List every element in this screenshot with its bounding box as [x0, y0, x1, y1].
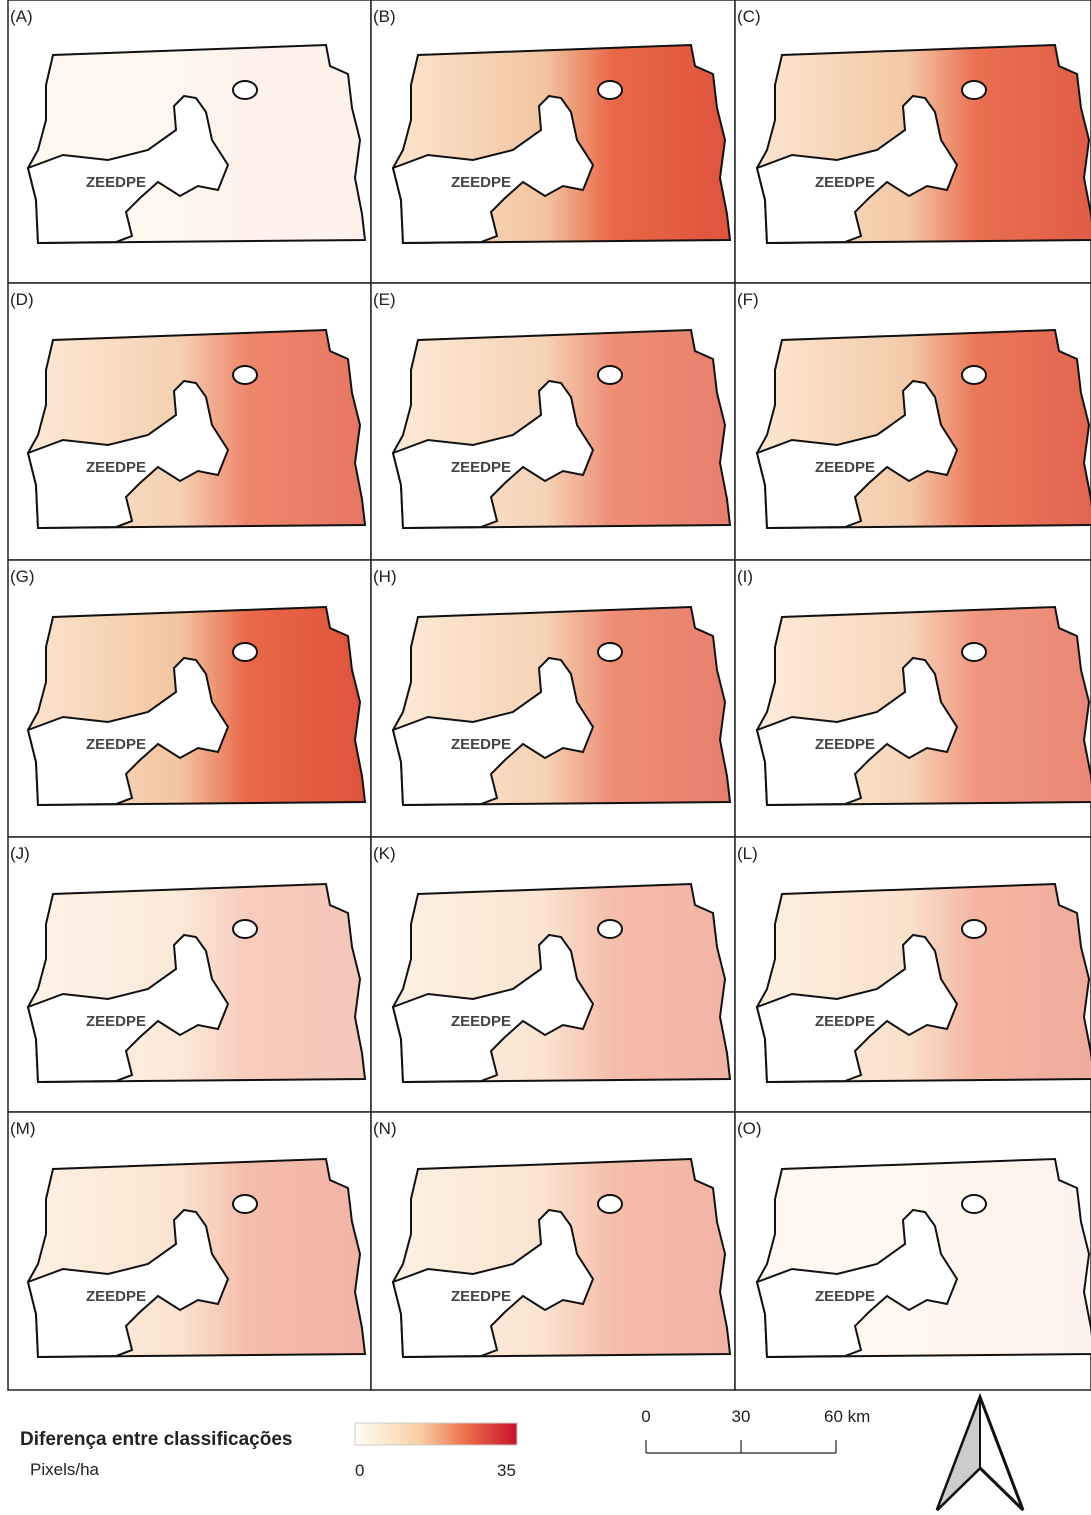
zone-label: ZEEDPE [86, 174, 146, 191]
panel-label: (B) [373, 7, 396, 26]
colorbar [355, 1423, 517, 1445]
north-arrow [937, 1397, 1023, 1510]
map: ZEEDPE [28, 330, 365, 528]
legend-title: Diferença entre classificações [20, 1429, 293, 1450]
panel-label: (N) [373, 1119, 397, 1138]
zone-label: ZEEDPE [451, 1013, 511, 1030]
map-panel: ZEEDPE (H) [371, 560, 735, 837]
colorbar-min-label: 0 [355, 1461, 364, 1480]
map-panel: ZEEDPE (B) [371, 0, 735, 283]
map: ZEEDPE [28, 45, 365, 243]
north-arrow-shade [937, 1397, 980, 1510]
map: ZEEDPE [28, 607, 365, 805]
lake [598, 920, 622, 938]
panel-label: (C) [737, 7, 761, 26]
lake [233, 643, 257, 661]
map-panel: ZEEDPE (J) [8, 837, 371, 1112]
lake [598, 81, 622, 99]
zone-label: ZEEDPE [815, 736, 875, 753]
zone-label: ZEEDPE [86, 736, 146, 753]
map-panel: ZEEDPE (N) [371, 1112, 735, 1390]
lake [962, 1195, 986, 1213]
panel-label: (K) [373, 844, 396, 863]
map: ZEEDPE [28, 1159, 365, 1357]
panel-label: (I) [737, 567, 753, 586]
map: ZEEDPE [757, 45, 1091, 243]
panel-label: (H) [373, 567, 397, 586]
map-panel: ZEEDPE (L) [735, 837, 1091, 1112]
map-panel: ZEEDPE (M) [8, 1112, 371, 1390]
map-panel: ZEEDPE (I) [735, 560, 1091, 837]
map-panel: ZEEDPE (F) [735, 283, 1091, 560]
map: ZEEDPE [757, 607, 1091, 805]
map-panel: ZEEDPE (G) [8, 560, 371, 837]
lake [598, 1195, 622, 1213]
map-panel: ZEEDPE (C) [735, 0, 1091, 283]
lake [598, 366, 622, 384]
zone-label: ZEEDPE [451, 1288, 511, 1305]
scale-bar: 0 30 60 km [641, 1407, 870, 1453]
lake [233, 1195, 257, 1213]
lake [962, 366, 986, 384]
panel-label: (M) [10, 1119, 35, 1138]
map: ZEEDPE [757, 1159, 1091, 1357]
zone-label: ZEEDPE [86, 459, 146, 476]
lake [233, 81, 257, 99]
legend-unit: Pixels/ha [30, 1460, 100, 1479]
map: ZEEDPE [393, 884, 730, 1082]
scale-tick-label: 60 km [824, 1407, 870, 1426]
map: ZEEDPE [393, 45, 730, 243]
zone-label: ZEEDPE [451, 459, 511, 476]
map: ZEEDPE [28, 884, 365, 1082]
scale-tick-label: 30 [732, 1407, 751, 1426]
map: ZEEDPE [757, 884, 1091, 1082]
colorbar-max-label: 35 [497, 1461, 516, 1480]
panel-label: (A) [10, 7, 33, 26]
zone-label: ZEEDPE [815, 1288, 875, 1305]
map-panel: ZEEDPE (K) [371, 837, 735, 1112]
panel-label: (J) [10, 844, 30, 863]
lake [233, 920, 257, 938]
panel-grid: ZEEDPE(A)ZEEDPE(B)ZEEDPE(C)ZEEDPE(D)ZEED… [8, 0, 1091, 1390]
panel-label: (F) [737, 290, 759, 309]
zone-label: ZEEDPE [86, 1288, 146, 1305]
lake [962, 81, 986, 99]
map-panel: ZEEDPE (D) [8, 283, 371, 560]
lake [598, 643, 622, 661]
panel-label: (D) [10, 290, 34, 309]
map-panel: ZEEDPE (A) [8, 0, 371, 283]
lake [233, 366, 257, 384]
zone-label: ZEEDPE [815, 459, 875, 476]
scale-tick-label: 0 [641, 1407, 650, 1426]
zone-label: ZEEDPE [451, 736, 511, 753]
legend: Diferença entre classificações Pixels/ha… [20, 1423, 517, 1480]
panel-label: (L) [737, 844, 758, 863]
zone-label: ZEEDPE [451, 174, 511, 191]
lake [962, 643, 986, 661]
lake [962, 920, 986, 938]
map: ZEEDPE [757, 330, 1091, 528]
zone-label: ZEEDPE [815, 1013, 875, 1030]
map: ZEEDPE [393, 607, 730, 805]
panel-label: (E) [373, 290, 396, 309]
map-panel: ZEEDPE (O) [735, 1112, 1091, 1390]
map: ZEEDPE [393, 330, 730, 528]
map: ZEEDPE [393, 1159, 730, 1357]
panel-label: (O) [737, 1119, 762, 1138]
figure: ZEEDPE(A)ZEEDPE(B)ZEEDPE(C)ZEEDPE(D)ZEED… [0, 0, 1091, 1515]
zone-label: ZEEDPE [86, 1013, 146, 1030]
map-panel: ZEEDPE (E) [371, 283, 735, 560]
zone-label: ZEEDPE [815, 174, 875, 191]
panel-label: (G) [10, 567, 35, 586]
